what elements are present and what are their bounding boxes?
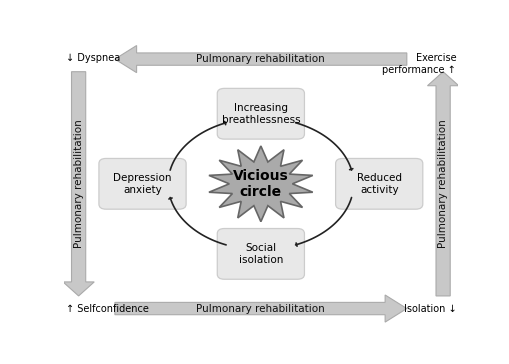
Text: Exercise
performance ↑: Exercise performance ↑ <box>382 54 456 75</box>
Text: Pulmonary rehabilitation: Pulmonary rehabilitation <box>196 54 325 64</box>
Text: Pulmonary rehabilitation: Pulmonary rehabilitation <box>438 119 448 248</box>
Polygon shape <box>115 46 407 73</box>
FancyBboxPatch shape <box>217 229 304 279</box>
Text: Vicious
circle: Vicious circle <box>233 169 289 199</box>
Text: Depression
anxiety: Depression anxiety <box>114 173 172 195</box>
Polygon shape <box>209 146 313 222</box>
FancyBboxPatch shape <box>335 158 423 209</box>
Text: ↓ Dyspnea: ↓ Dyspnea <box>66 54 120 63</box>
Polygon shape <box>428 72 459 296</box>
Text: ↑ Selfconfidence: ↑ Selfconfidence <box>66 304 149 314</box>
Text: Increasing
breathlessness: Increasing breathlessness <box>221 103 300 125</box>
FancyBboxPatch shape <box>99 158 186 209</box>
FancyBboxPatch shape <box>217 88 304 139</box>
Text: Reduced
activity: Reduced activity <box>357 173 402 195</box>
Text: Isolation ↓: Isolation ↓ <box>404 304 456 314</box>
Text: Pulmonary rehabilitation: Pulmonary rehabilitation <box>196 304 325 313</box>
Polygon shape <box>63 72 94 296</box>
Text: Pulmonary rehabilitation: Pulmonary rehabilitation <box>74 119 83 248</box>
Polygon shape <box>115 295 407 322</box>
Text: Social
isolation: Social isolation <box>239 243 283 265</box>
